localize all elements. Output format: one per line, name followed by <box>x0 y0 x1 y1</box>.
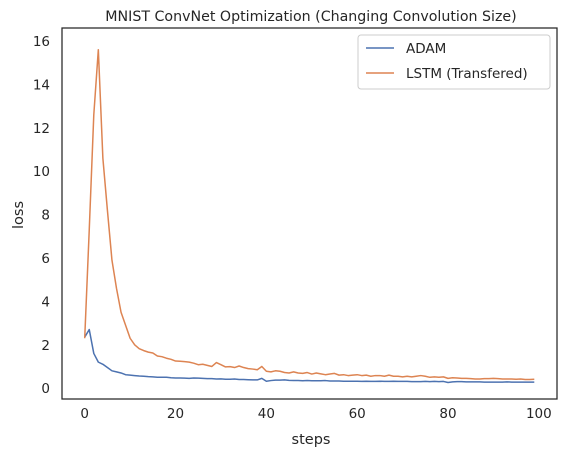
y-axis-label: loss <box>11 201 27 229</box>
legend-label-lstm: LSTM (Transfered) <box>406 66 528 82</box>
y-tick-label: 8 <box>41 208 50 224</box>
x-tick-label: 0 <box>80 406 89 422</box>
y-tick-label: 14 <box>33 77 50 93</box>
x-tick-label: 60 <box>349 406 366 422</box>
y-tick-label: 16 <box>33 34 50 50</box>
x-tick-label: 80 <box>439 406 456 422</box>
y-tick-label: 10 <box>33 164 50 180</box>
y-tick-label: 4 <box>41 294 50 310</box>
legend: ADAM LSTM (Transfered) <box>358 35 550 89</box>
y-tick-label: 0 <box>41 381 50 397</box>
x-tick-label: 20 <box>167 406 184 422</box>
x-tick-label: 40 <box>258 406 275 422</box>
x-tick-label: 100 <box>526 406 552 422</box>
y-tick-label: 6 <box>41 251 50 267</box>
chart-title: MNIST ConvNet Optimization (Changing Con… <box>105 9 516 25</box>
y-tick-label: 12 <box>33 121 50 137</box>
y-tick-label: 2 <box>41 338 50 354</box>
x-axis-label: steps <box>292 432 331 448</box>
legend-label-adam: ADAM <box>406 41 446 57</box>
